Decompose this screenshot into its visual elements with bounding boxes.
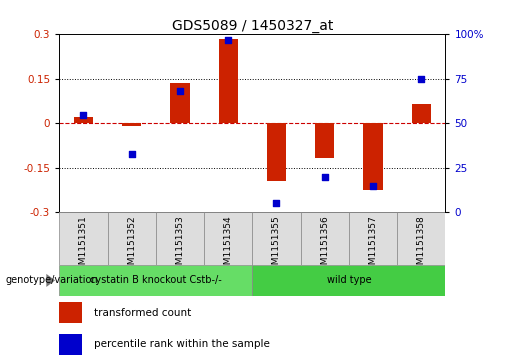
FancyBboxPatch shape: [397, 212, 445, 265]
Polygon shape: [46, 274, 55, 287]
FancyBboxPatch shape: [252, 265, 445, 296]
Point: [417, 76, 425, 82]
FancyBboxPatch shape: [108, 212, 156, 265]
FancyBboxPatch shape: [301, 212, 349, 265]
Text: GSM1151352: GSM1151352: [127, 215, 136, 276]
Bar: [74, 118, 93, 123]
Point: [79, 112, 88, 118]
FancyBboxPatch shape: [349, 212, 397, 265]
Point: [224, 37, 232, 43]
FancyBboxPatch shape: [252, 212, 301, 265]
Bar: [122, 123, 141, 126]
Bar: [218, 39, 238, 123]
FancyBboxPatch shape: [156, 212, 204, 265]
Point: [369, 183, 377, 189]
Bar: [59, 334, 82, 355]
FancyBboxPatch shape: [204, 212, 252, 265]
Point: [128, 151, 136, 156]
FancyBboxPatch shape: [59, 265, 252, 296]
Bar: [411, 104, 431, 123]
Text: cystatin B knockout Cstb-/-: cystatin B knockout Cstb-/-: [90, 276, 221, 285]
Text: GSM1151358: GSM1151358: [417, 215, 426, 276]
Point: [321, 174, 329, 180]
Text: percentile rank within the sample: percentile rank within the sample: [94, 339, 270, 349]
Title: GDS5089 / 1450327_at: GDS5089 / 1450327_at: [171, 20, 333, 33]
Bar: [267, 123, 286, 181]
Text: GSM1151354: GSM1151354: [224, 215, 233, 276]
Bar: [364, 123, 383, 190]
Text: GSM1151351: GSM1151351: [79, 215, 88, 276]
Text: GSM1151356: GSM1151356: [320, 215, 329, 276]
Point: [272, 200, 281, 206]
Bar: [315, 123, 334, 158]
Point: [176, 89, 184, 94]
Text: genotype/variation: genotype/variation: [5, 276, 98, 285]
Text: transformed count: transformed count: [94, 307, 191, 318]
Text: GSM1151357: GSM1151357: [369, 215, 377, 276]
Text: GSM1151355: GSM1151355: [272, 215, 281, 276]
Text: wild type: wild type: [327, 276, 371, 285]
Bar: [59, 302, 82, 323]
Text: GSM1151353: GSM1151353: [176, 215, 184, 276]
Bar: [170, 83, 190, 123]
FancyBboxPatch shape: [59, 212, 108, 265]
